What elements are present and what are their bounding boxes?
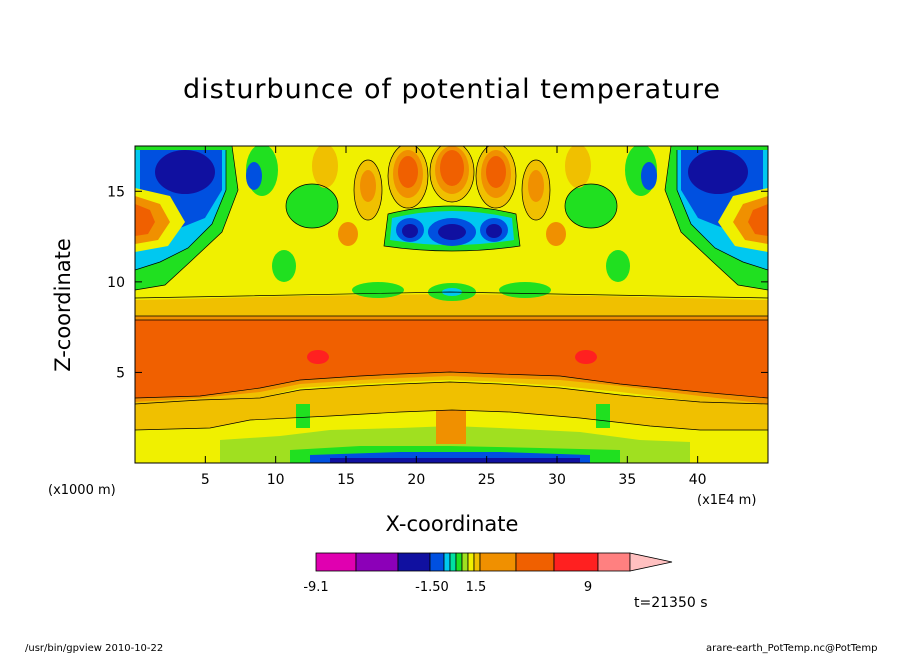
lower-green-spike-1	[296, 404, 310, 428]
right-warm-lobe-core	[748, 204, 768, 236]
hot-spot-left	[307, 350, 329, 364]
green-patch-8	[499, 282, 551, 298]
x-tick-label: 35	[618, 472, 636, 488]
blue-patch-1	[246, 162, 262, 190]
colorbar-arrow	[629, 552, 673, 572]
colorbar-segment	[429, 552, 445, 572]
y-tick-label: 5	[116, 365, 125, 381]
tick-labels: 5 10 15 20 25 30 35 40 5 10 15	[107, 184, 706, 488]
column-5-core	[398, 156, 418, 188]
colorbar-segment	[597, 552, 631, 572]
y-unit-label: (x1000 m)	[48, 483, 116, 498]
colorbar-tick-label: 9	[584, 580, 592, 595]
y-tick-label: 10	[107, 275, 125, 291]
x-tick-label: 20	[407, 472, 425, 488]
upper-left-navy	[155, 150, 215, 194]
colorbar-segment	[461, 552, 469, 572]
x-tick-label: 25	[478, 472, 496, 488]
colorbar-segment	[467, 552, 475, 572]
colorbar	[315, 552, 673, 572]
colorbar-segment	[355, 552, 399, 572]
colorbar-segment	[473, 552, 481, 572]
chart-title: disturbunce of potential temperature	[183, 74, 721, 105]
x-tick-label: 30	[548, 472, 566, 488]
x-axis-label: X-coordinate	[385, 512, 519, 536]
arch-navy-3	[438, 224, 466, 240]
colorbar-segment	[443, 552, 451, 572]
footer-right: arare-earth_PotTemp.nc@PotTemp	[706, 643, 878, 654]
colorbar-tick-label: 1.5	[466, 580, 487, 595]
colorbar-segment	[449, 552, 457, 572]
lower-green-spike-2	[596, 404, 610, 428]
column-3-in	[360, 170, 376, 202]
left-warm-lobe-core	[135, 204, 155, 236]
x-tick-label: 10	[267, 472, 285, 488]
arch-navy-1	[402, 224, 418, 238]
contour-field	[135, 146, 768, 463]
upper-right-navy	[688, 150, 748, 194]
contour-lines	[135, 146, 768, 431]
colorbar-segment	[515, 552, 555, 572]
y-axis-label: Z-coordinate	[51, 238, 75, 372]
green-patch-4	[565, 184, 617, 228]
column-1	[312, 146, 338, 188]
axis-ticks	[135, 146, 768, 463]
green-patch-7	[352, 282, 404, 298]
plot-frame	[134, 145, 769, 464]
warm-band-core	[135, 320, 768, 398]
bottom-navy-core	[330, 458, 580, 463]
colorbar-segment	[553, 552, 599, 572]
colorbar-labels: -9.1 -1.50 1.5 9	[303, 580, 592, 595]
column-2	[565, 146, 591, 188]
x-unit-label: (x1E4 m)	[697, 493, 757, 508]
blue-patch-2	[641, 162, 657, 190]
column-7-core	[440, 150, 464, 186]
hot-spot-right	[575, 350, 597, 364]
small-warm-2	[546, 222, 566, 246]
green-patch-3	[286, 184, 338, 228]
colorbar-segment	[479, 552, 517, 572]
colorbar-segment	[397, 552, 431, 572]
green-patch-5	[272, 250, 296, 282]
y-tick-label: 15	[107, 184, 125, 200]
green-patch-6	[606, 250, 630, 282]
column-4-in	[528, 170, 544, 202]
footer-left: /usr/bin/gpview 2010-10-22	[25, 643, 164, 654]
x-tick-label: 5	[201, 472, 210, 488]
colorbar-tick-label: -9.1	[303, 580, 328, 595]
lower-center-plume	[436, 410, 466, 444]
arch-navy-2	[486, 224, 502, 238]
column-6-core	[486, 156, 506, 188]
small-warm-1	[338, 222, 358, 246]
x-tick-label: 40	[689, 472, 707, 488]
time-label: t=21350 s	[634, 595, 708, 611]
colorbar-tick-label: -1.50	[415, 580, 449, 595]
colorbar-segment	[455, 552, 463, 572]
x-tick-label: 15	[337, 472, 355, 488]
colorbar-segment	[315, 552, 357, 572]
